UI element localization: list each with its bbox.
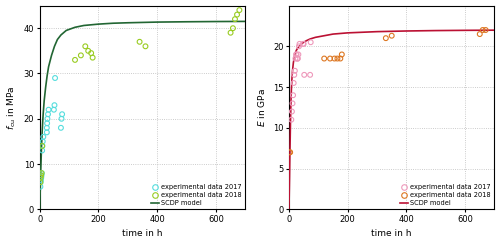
Point [233, 13, 241, 17]
Point [44, 117, 52, 121]
Point [38, 173, 46, 177]
Point [50, 103, 58, 107]
Point [326, 57, 334, 61]
Point [87, 51, 95, 55]
Point [43, 130, 51, 134]
Point [300, 73, 308, 77]
Point [294, 52, 302, 56]
Point [50, 108, 58, 112]
X-axis label: time in h: time in h [122, 229, 163, 238]
Point [289, 93, 297, 97]
Point [478, 28, 486, 32]
Point [482, 28, 490, 32]
Point [231, 17, 239, 21]
Point [382, 36, 390, 40]
Point [43, 121, 51, 125]
Legend: experimental data 2017, experimental data 2018, SCDP model: experimental data 2017, experimental dat… [150, 183, 244, 207]
Point [338, 52, 346, 56]
Point [44, 108, 52, 112]
Point [336, 57, 344, 61]
Point [334, 57, 342, 61]
Point [36, 176, 44, 180]
Point [306, 40, 314, 44]
Point [288, 118, 296, 122]
Point [38, 140, 46, 143]
Point [300, 42, 308, 46]
Point [299, 42, 307, 46]
Point [292, 52, 300, 56]
Point [37, 173, 45, 177]
Point [294, 57, 302, 61]
Point [330, 57, 338, 61]
Point [44, 112, 52, 116]
Y-axis label: $f_{\mathrm{cu}}$ in MPa: $f_{\mathrm{cu}}$ in MPa [6, 85, 18, 130]
Point [306, 73, 314, 77]
Point [136, 40, 143, 44]
Point [82, 44, 90, 48]
Point [57, 126, 65, 130]
Point [38, 144, 46, 148]
Point [226, 31, 234, 35]
Point [295, 44, 303, 48]
Point [84, 49, 92, 53]
Point [58, 117, 66, 121]
Legend: experimental data 2017, experimental data 2018, SCDP model: experimental data 2017, experimental dat… [398, 183, 492, 207]
Point [291, 69, 299, 73]
Point [88, 56, 96, 60]
Point [236, 8, 244, 12]
Point [58, 112, 66, 116]
Point [77, 53, 85, 57]
Point [292, 52, 300, 56]
Point [288, 110, 296, 113]
Point [71, 58, 79, 62]
Point [40, 135, 48, 139]
Point [51, 76, 59, 80]
Point [290, 81, 298, 85]
Point [36, 180, 44, 184]
Point [38, 144, 46, 148]
Point [293, 57, 301, 61]
Point [320, 57, 328, 61]
Point [388, 34, 396, 38]
Point [36, 180, 44, 184]
X-axis label: time in h: time in h [372, 229, 412, 238]
Point [290, 73, 298, 77]
Point [38, 176, 46, 180]
Point [288, 102, 296, 105]
Y-axis label: $E$ in GPa: $E$ in GPa [256, 88, 268, 127]
Point [38, 171, 46, 175]
Point [43, 126, 51, 130]
Point [38, 149, 46, 152]
Point [292, 57, 300, 61]
Point [476, 32, 484, 36]
Point [296, 42, 304, 46]
Point [36, 185, 44, 189]
Point [286, 150, 294, 154]
Point [38, 171, 46, 175]
Point [142, 44, 150, 48]
Point [229, 26, 237, 30]
Point [37, 178, 45, 182]
Point [294, 57, 302, 61]
Point [286, 150, 294, 154]
